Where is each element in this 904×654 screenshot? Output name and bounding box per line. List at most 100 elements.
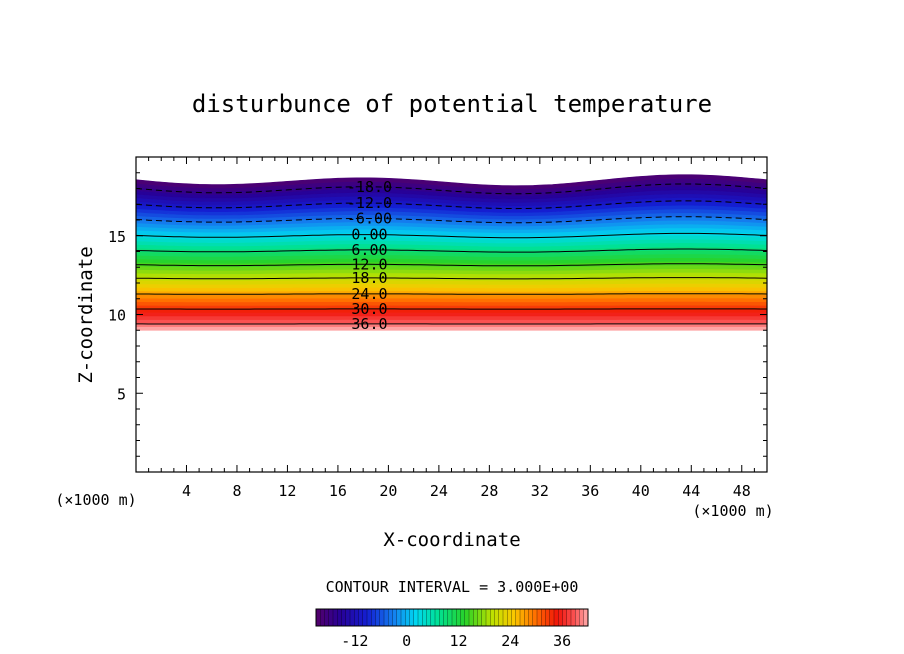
colorbar-swatch [384, 609, 389, 626]
x-tick-label: 24 [430, 482, 448, 500]
colorbar-swatch [375, 609, 381, 626]
colorbar-swatch [324, 609, 330, 626]
x-tick-label: 32 [531, 482, 549, 500]
x-tick-label: 8 [232, 482, 241, 500]
contour-band [136, 174, 767, 190]
contour-band [136, 319, 767, 324]
colorbar-tick-label: -12 [341, 632, 368, 650]
contour-band [136, 315, 767, 320]
contour-label: 36.0 [351, 315, 387, 333]
colorbar-swatch [541, 609, 546, 626]
colorbar-swatch [566, 609, 572, 626]
contour-line [136, 248, 767, 253]
contour-label: 24.0 [351, 285, 387, 303]
x-unit-label-right: (×1000 m) [692, 502, 773, 520]
contour-label: 6.00 [351, 241, 387, 259]
x-axis-label: X-coordinate [383, 529, 520, 551]
colorbar-swatch [337, 609, 342, 626]
colorbar-swatch [401, 609, 406, 626]
contour-band [136, 312, 767, 317]
colorbar-swatch [545, 609, 551, 626]
colorbar-swatch [494, 609, 500, 626]
colorbar-tick-label: 24 [501, 632, 519, 650]
colorbar-swatch [396, 609, 402, 626]
colorbar-swatch [354, 609, 359, 626]
colorbar-swatch [579, 609, 585, 626]
colorbar-swatch [473, 609, 478, 626]
colorbar-swatch [333, 609, 338, 626]
colorbar-swatch [358, 609, 364, 626]
colorbar-swatch [362, 609, 368, 626]
colorbar-swatch [558, 609, 563, 626]
colorbar-swatch [477, 609, 483, 626]
colorbar-swatch [575, 609, 580, 626]
x-tick-label: 4 [182, 482, 191, 500]
contour-line [136, 232, 767, 239]
colorbar-swatch [528, 609, 534, 626]
y-tick-label: 10 [108, 307, 126, 325]
colorbar-swatch [481, 609, 487, 626]
colorbar-swatch [537, 609, 542, 626]
contour-label: 30.0 [351, 300, 387, 318]
contour-line [136, 277, 767, 280]
contour-band [136, 326, 767, 331]
contour-label: -6.00 [347, 209, 392, 227]
colorbar-swatch [515, 609, 521, 626]
x-tick-label: 28 [480, 482, 498, 500]
colorbar-swatch [413, 609, 419, 626]
colorbar-swatch [447, 609, 453, 626]
x-unit-label-left: (×1000 m) [55, 491, 136, 509]
colorbar-swatch [549, 609, 555, 626]
axis-tick-group [136, 157, 767, 472]
colorbar-tick-labels: -12 0 12 24 36 [341, 632, 571, 650]
x-tick-label: 20 [379, 482, 397, 500]
colorbar-swatch [571, 609, 576, 626]
y-tick-label: 5 [117, 385, 126, 403]
colorbar-tick-label: 0 [402, 632, 411, 650]
colorbar-swatch [367, 609, 372, 626]
colorbar-swatch [554, 609, 559, 626]
x-tick-label: 12 [278, 482, 296, 500]
colorbar-swatch [405, 609, 410, 626]
contour-label: 18.0 [351, 269, 387, 287]
colorbar-swatch [583, 609, 589, 626]
colorbar-swatch [520, 609, 525, 626]
colorbar-swatch [341, 609, 347, 626]
colorbar-swatch [511, 609, 517, 626]
colorbar-swatch [418, 609, 423, 626]
x-tick-label: 36 [581, 482, 599, 500]
colorbar-frame [315, 608, 589, 627]
colorbar-swatch [507, 609, 512, 626]
colorbar-swatch [435, 609, 440, 626]
colorbar-swatch [460, 609, 466, 626]
x-tick-label: 40 [632, 482, 650, 500]
y-axis-label: Z-coordinate [75, 246, 97, 383]
colorbar-swatch [379, 609, 385, 626]
x-tick-labels: 4 8 12 16 20 24 28 32 36 40 44 48 [182, 482, 751, 500]
colorbar-swatch [532, 609, 538, 626]
colorbar-swatch [328, 609, 334, 626]
colorbar-swatch [498, 609, 504, 626]
colorbar-swatch [464, 609, 470, 626]
contour-line [136, 200, 767, 210]
colorbar-swatch [562, 609, 568, 626]
contour-fill-group [136, 174, 767, 331]
x-tick-label: 44 [682, 482, 700, 500]
colorbar-swatch [503, 609, 508, 626]
contour-label: -18.0 [347, 178, 392, 196]
contour-line [136, 263, 767, 267]
colorbar-swatch [439, 609, 444, 626]
y-tick-labels: 5 10 15 [108, 228, 126, 404]
chart-title: disturbunce of potential temperature [192, 90, 712, 118]
colorbar-swatch [388, 609, 393, 626]
colorbar-swatch [456, 609, 461, 626]
colorbar-swatch [320, 609, 325, 626]
colorbar-tick-label: 36 [553, 632, 571, 650]
colorbar-swatch [409, 609, 415, 626]
colorbar-swatch [426, 609, 432, 626]
colorbar-swatch [524, 609, 529, 626]
contour-line-group [136, 183, 767, 325]
x-tick-label: 48 [733, 482, 751, 500]
colorbar-swatch [452, 609, 457, 626]
